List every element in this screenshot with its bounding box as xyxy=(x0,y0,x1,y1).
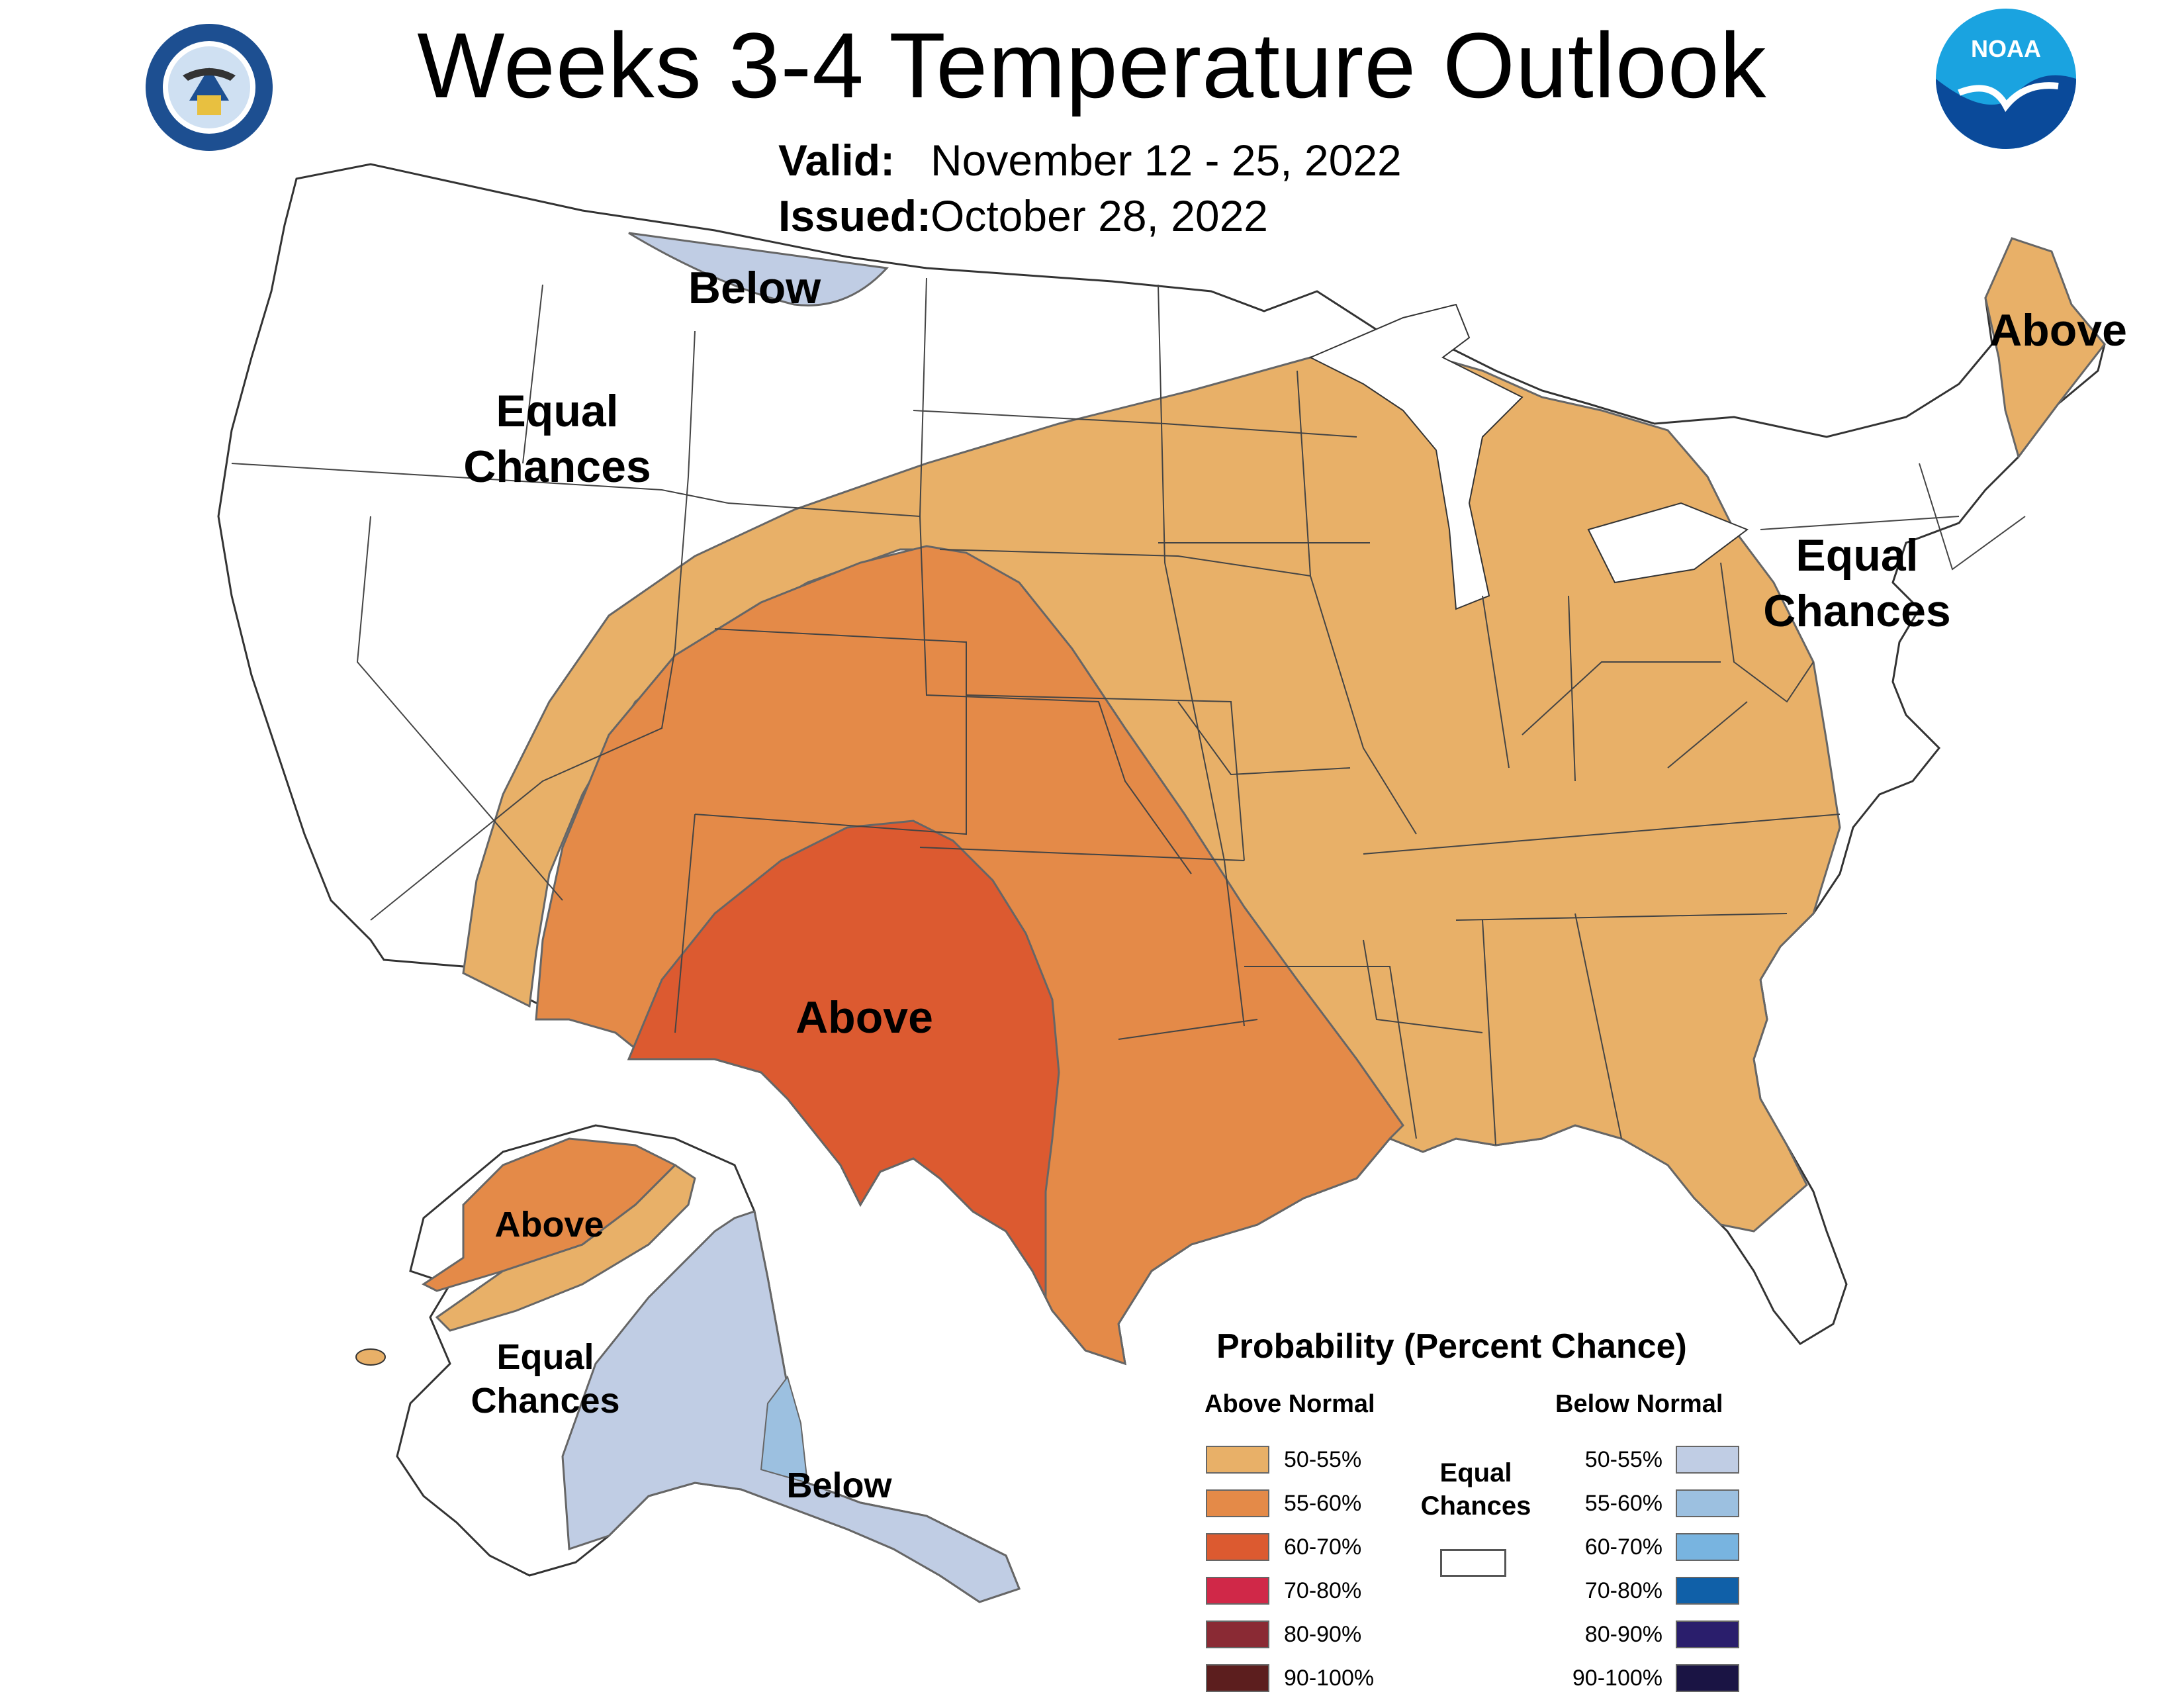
valid-dates: November 12 - 25, 2022 xyxy=(931,136,1402,185)
issued-date: October 28, 2022 xyxy=(931,191,1269,240)
legend-above-label: 60-70% xyxy=(1284,1534,1362,1560)
legend-equal-line1: Equal xyxy=(1439,1458,1512,1487)
legend-below-swatch xyxy=(1676,1446,1739,1474)
legend-equal-chances: Equal Chances xyxy=(1410,1456,1542,1523)
legend-above-header: Above Normal xyxy=(1205,1390,1375,1418)
legend-below-label: 60-70% xyxy=(1584,1534,1662,1560)
noaa-logo-text: NOAA xyxy=(1971,35,2041,62)
label-above-maine: Above xyxy=(1989,305,2127,355)
legend-above-swatch xyxy=(1206,1533,1269,1561)
legend-above-swatch xyxy=(1206,1577,1269,1605)
legend-below-swatch xyxy=(1676,1664,1739,1692)
legend-below-swatch xyxy=(1676,1533,1739,1561)
label-equal-west-1: Equal xyxy=(496,386,618,436)
legend-equal-line2: Chances xyxy=(1420,1491,1531,1521)
alaska xyxy=(355,1124,1021,1603)
legend-above-label: 50-55% xyxy=(1284,1447,1362,1472)
legend-above-label: 90-100% xyxy=(1284,1666,1375,1691)
label-below-north: Below xyxy=(688,263,821,313)
above-60-70-region xyxy=(627,820,1060,1298)
above-maine-region xyxy=(1984,237,2106,459)
legend-above-swatch xyxy=(1206,1489,1269,1517)
legend-equal-swatch xyxy=(1440,1549,1506,1577)
label-equal-alaska-2: Chances xyxy=(471,1381,619,1421)
alaska-below-55-60-region xyxy=(760,1375,809,1484)
legend-title: Probability (Percent Chance) xyxy=(1216,1327,1687,1366)
legend-below-label: 55-60% xyxy=(1584,1491,1662,1516)
legend-above-label: 55-60% xyxy=(1284,1491,1362,1516)
legend-below-label: 50-55% xyxy=(1584,1447,1662,1472)
noaa-logo-icon: NOAA xyxy=(1936,9,2076,149)
label-above-alaska: Above xyxy=(494,1205,604,1245)
legend-above-swatch xyxy=(1206,1621,1269,1648)
issued-label: Issued: xyxy=(778,191,932,240)
label-equal-east-2: Chances xyxy=(1763,586,1950,636)
state-borders xyxy=(231,277,2026,1146)
label-below-alaska: Below xyxy=(786,1466,892,1505)
label-equal-alaska-1: Equal xyxy=(496,1337,594,1377)
legend-below-swatch xyxy=(1676,1577,1739,1605)
legend-above-label: 70-80% xyxy=(1284,1578,1362,1603)
label-equal-west-2: Chances xyxy=(463,442,651,492)
legend-below-label: 70-80% xyxy=(1584,1578,1662,1603)
label-above-south: Above xyxy=(796,992,933,1043)
great-lakes xyxy=(1308,303,1749,610)
valid-label: Valid: xyxy=(778,136,895,185)
legend-above-swatch xyxy=(1206,1446,1269,1474)
legend-below-swatch xyxy=(1676,1489,1739,1517)
date-block: Valid: November 12 - 25, 2022 Issued:Octo… xyxy=(778,132,1402,244)
commerce-seal-icon xyxy=(146,24,273,151)
legend-above-label: 80-90% xyxy=(1284,1622,1362,1647)
label-equal-east-1: Equal xyxy=(1796,530,1918,581)
map-title: Weeks 3-4 Temperature Outlook xyxy=(417,13,1767,117)
legend-below-label: 80-90% xyxy=(1584,1622,1662,1647)
below-north-region xyxy=(628,232,889,306)
alaska-above-55-60-region xyxy=(422,1137,677,1292)
legend-below-label: 90-100% xyxy=(1572,1666,1662,1691)
legend-below-swatch xyxy=(1676,1621,1739,1648)
legend-below-header: Below Normal xyxy=(1555,1390,1723,1418)
